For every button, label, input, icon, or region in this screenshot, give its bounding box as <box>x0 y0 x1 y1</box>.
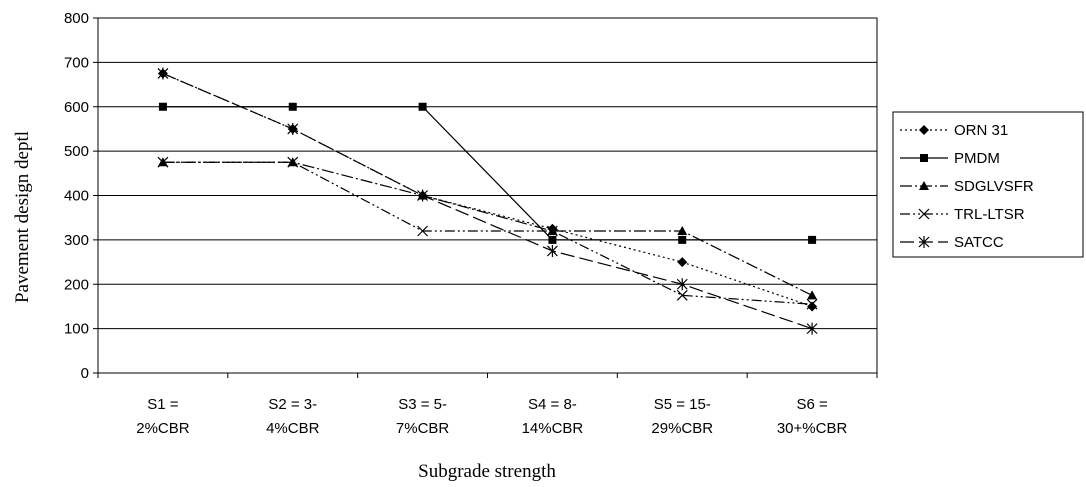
y-tick-label: 400 <box>64 188 89 205</box>
data-point <box>807 290 818 300</box>
legend-label: SATCC <box>954 234 1004 251</box>
legend-label: ORN 31 <box>954 122 1008 139</box>
series-lines <box>157 67 818 335</box>
legend-label: PMDM <box>954 150 1000 167</box>
series-line <box>162 72 813 330</box>
data-point <box>546 244 558 257</box>
data-point <box>676 289 688 301</box>
y-tick-label: 700 <box>64 54 89 71</box>
x-tick-label-line: S3 = 5- <box>398 396 447 413</box>
data-point <box>158 102 167 111</box>
series-satcc <box>157 67 818 335</box>
y-axis-label: Pavement design deptl <box>12 131 33 303</box>
y-tick-label: 600 <box>64 99 89 116</box>
series-sdglvsfr <box>157 157 818 300</box>
series-orn-31 <box>157 68 818 312</box>
legend-item: ORN 31 <box>900 122 1008 139</box>
series-line <box>162 106 813 241</box>
x-tick-label-line: S5 = 15- <box>654 396 711 413</box>
data-point <box>417 225 429 237</box>
y-tick-labels: 0 100 200 300 400 500 600 700 800 <box>64 10 98 382</box>
x-tick-label: S2 = 3- 4%CBR <box>266 396 320 437</box>
series-trl-ltsr <box>157 156 818 310</box>
legend-label: TRL-LTSR <box>954 206 1025 223</box>
data-point <box>418 102 427 111</box>
series-line <box>162 161 813 296</box>
data-point <box>807 301 818 312</box>
series-pmdm <box>158 102 817 244</box>
legend-item: TRL-LTSR <box>900 206 1025 223</box>
x-tick-labels: S1 = 2%CBR S2 = 3- 4%CBR S3 = 5- 7%CBR S4 = 8-… <box>97 373 878 437</box>
legend-marker <box>919 181 929 190</box>
data-point <box>678 235 687 244</box>
x-tick-label-line: S4 = 8- <box>528 396 577 413</box>
data-point <box>417 189 429 202</box>
legend-marker <box>919 125 929 135</box>
data-point <box>288 102 297 111</box>
y-tick-label: 100 <box>64 321 89 338</box>
data-point <box>546 225 558 237</box>
y-tick-label: 300 <box>64 232 89 249</box>
data-point <box>287 122 299 135</box>
plot-border <box>97 17 878 374</box>
data-point <box>806 322 818 335</box>
x-axis-label: Subgrade strength <box>418 461 556 482</box>
data-point <box>676 278 688 291</box>
gridlines <box>98 17 877 374</box>
x-tick-label-line: 14%CBR <box>522 420 584 437</box>
x-tick-label: S4 = 8- 14%CBR <box>522 396 584 437</box>
data-point <box>677 257 688 268</box>
legend-item: SATCC <box>900 234 1004 251</box>
legend: ORN 31 PMDM SDGLVSFR TRL-LTSR SATCC <box>892 111 1084 258</box>
legend-marker <box>920 154 928 162</box>
x-tick-label-line: 29%CBR <box>651 420 713 437</box>
data-point <box>157 67 169 80</box>
data-point <box>677 226 688 235</box>
legend-item: SDGLVSFR <box>900 178 1034 195</box>
x-tick-label-line: 2%CBR <box>136 420 190 437</box>
legend-marker <box>918 236 930 248</box>
x-tick-label-line: S1 = <box>147 396 179 413</box>
data-point <box>548 235 557 244</box>
x-tick-label: S5 = 15- 29%CBR <box>651 396 713 437</box>
x-tick-label-line: 7%CBR <box>396 420 450 437</box>
x-tick-label-line: 30+%CBR <box>777 420 848 437</box>
y-tick-label: 800 <box>64 10 89 27</box>
x-tick-label-line: 4%CBR <box>266 420 320 437</box>
data-point <box>157 156 169 168</box>
legend-marker <box>918 208 930 220</box>
data-point <box>287 156 299 168</box>
data-point <box>808 235 817 244</box>
y-tick-label: 500 <box>64 143 89 160</box>
x-tick-label-line: S6 = <box>796 396 828 413</box>
y-tick-label: 0 <box>81 365 89 382</box>
legend-label: SDGLVSFR <box>954 178 1034 195</box>
series-line <box>162 72 813 308</box>
x-tick-label: S3 = 5- 7%CBR <box>396 396 450 437</box>
x-tick-label-line: S2 = 3- <box>268 396 317 413</box>
x-tick-label: S1 = 2%CBR <box>136 396 190 437</box>
data-point <box>806 298 818 310</box>
y-tick-label: 200 <box>64 276 89 293</box>
legend-item: PMDM <box>900 150 1000 167</box>
series-line <box>162 161 813 305</box>
x-tick-label: S6 = 30+%CBR <box>777 396 848 437</box>
